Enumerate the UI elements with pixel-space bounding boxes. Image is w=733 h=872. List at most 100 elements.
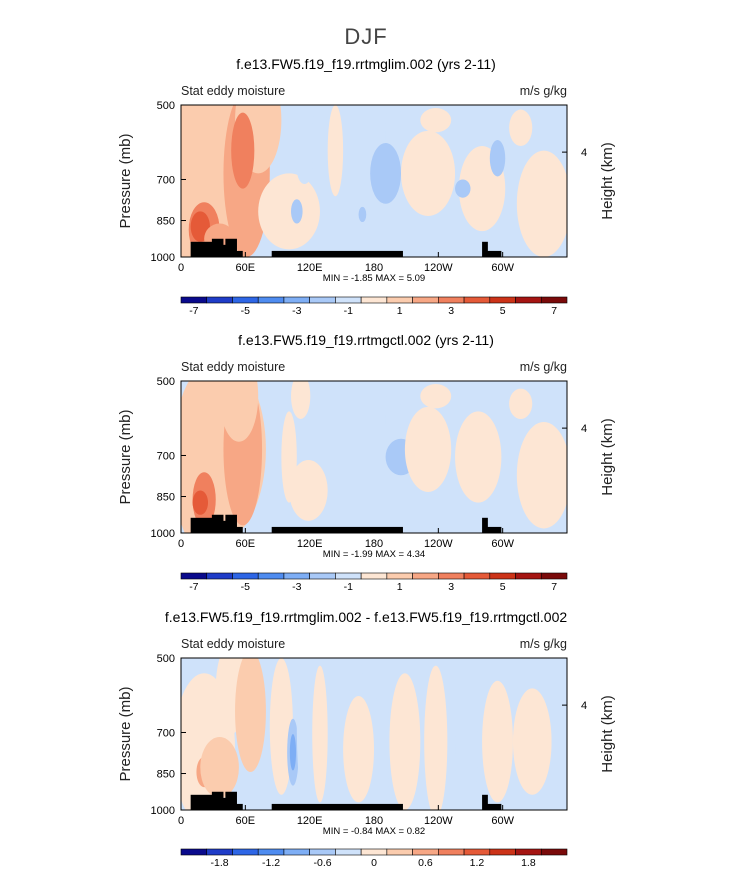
- y-tick-label-3: 1000: [151, 805, 175, 817]
- topography-8: [482, 241, 488, 257]
- x-tick-label-1: 60E: [236, 538, 256, 550]
- contour-fill-22: [296, 153, 313, 185]
- colorbar-swatch-2: [232, 848, 259, 856]
- left-label: Stat eddy moisture: [181, 360, 285, 374]
- colorbar-swatch-0: [180, 848, 208, 856]
- x-tick-label-3: 180: [365, 262, 383, 274]
- colorbar-swatch-3: [257, 572, 285, 580]
- contour-fill-10: [404, 406, 452, 492]
- contour-fill-17: [420, 108, 452, 133]
- panels: f.e13.FW5.f19_f19.rrtmglim.002 (yrs 2-11…: [117, 56, 616, 869]
- y-tick-label-0: 500: [157, 376, 175, 388]
- colorbar-label-3: 0: [371, 857, 377, 869]
- colorbar-label-0: -7: [189, 581, 198, 593]
- contour-fill-13: [424, 665, 448, 810]
- contour-fill-12: [420, 384, 452, 409]
- colorbar-swatch-1: [206, 848, 233, 856]
- colorbar-label-0: -7: [189, 305, 198, 317]
- colorbar-swatch-9: [412, 572, 439, 580]
- contour-fill-20: [489, 139, 506, 177]
- panel-title: f.e13.FW5.f19_f19.rrtmglim.002 (yrs 2-11…: [236, 56, 496, 72]
- x-tick-label-2: 120E: [297, 538, 323, 550]
- colorbar-swatch-13: [515, 848, 542, 856]
- topography-5: [225, 514, 237, 533]
- y-tick-label-0: 500: [157, 653, 175, 665]
- y-right-axis-title: Height (km): [599, 418, 616, 496]
- contour-fill-11: [374, 680, 390, 810]
- contour-fill-19: [516, 150, 567, 257]
- x-tick-label-2: 120E: [297, 262, 323, 274]
- colorbar-swatch-7: [360, 848, 388, 856]
- colorbar-swatch-1: [206, 572, 233, 580]
- contour-fill-18: [509, 109, 533, 147]
- y-tick-label-1: 700: [157, 450, 175, 462]
- contour-fill-15: [482, 680, 513, 803]
- y-axis-title: Pressure (mb): [117, 409, 134, 504]
- min-max-stats: MIN = -1.99 MAX = 4.34: [323, 549, 425, 560]
- panel-title: f.e13.FW5.f19_f19.rrtmglim.002 - f.e13.F…: [165, 609, 567, 625]
- contour-fill-13: [509, 388, 533, 419]
- contour-fill-8: [296, 658, 313, 803]
- y-right-tick-label-0: 4: [581, 423, 587, 435]
- topography-7: [271, 250, 403, 257]
- colorbar-swatch-12: [489, 572, 516, 580]
- x-tick-label-5: 60W: [491, 538, 514, 550]
- x-tick-label-0: 0: [178, 262, 184, 274]
- colorbar-swatch-12: [489, 296, 516, 304]
- x-tick-label-2: 120E: [297, 815, 323, 827]
- contour-fill-16: [512, 688, 552, 795]
- contour-fill-5: [219, 381, 259, 442]
- colorbar-label-4: 1: [397, 581, 403, 593]
- contour-fill-4: [192, 490, 209, 515]
- contour-fill-7: [258, 173, 320, 250]
- colorbar-swatch-8: [386, 296, 413, 304]
- colorbar-swatch-3: [257, 848, 285, 856]
- colorbar-swatch-2: [232, 296, 259, 304]
- colorbar-swatch-5: [309, 296, 336, 304]
- colorbar-swatch-13: [515, 572, 542, 580]
- colorbar-swatch-9: [412, 296, 439, 304]
- colorbar-label-4: 0.6: [418, 857, 433, 869]
- contour-fill-10: [343, 696, 374, 803]
- contour-fill-14: [358, 206, 367, 223]
- y-tick-label-3: 1000: [151, 528, 175, 540]
- colorbar-swatch-14: [540, 296, 568, 304]
- y-tick-label-2: 850: [157, 769, 175, 781]
- panel-3: f.e13.FW5.f19_f19.rrtmglim.002 - f.e13.F…: [117, 609, 616, 869]
- y-tick-label-1: 700: [157, 174, 175, 186]
- colorbar-swatch-0: [180, 572, 208, 580]
- y-tick-label-0: 500: [157, 100, 175, 112]
- colorbar-label-5: 1.2: [470, 857, 485, 869]
- colorbar-swatch-14: [540, 572, 568, 580]
- y-axis-title: Pressure (mb): [117, 133, 134, 228]
- colorbar-swatch-14: [540, 848, 568, 856]
- left-label: Stat eddy moisture: [181, 84, 285, 98]
- colorbar-label-3: -1: [344, 581, 353, 593]
- contour-fill-12: [370, 143, 402, 204]
- contour-fill-9: [312, 665, 328, 803]
- topography-5: [225, 791, 237, 810]
- colorbar-swatch-9: [412, 848, 439, 856]
- colorbar-swatch-6: [335, 572, 362, 580]
- x-tick-label-0: 0: [178, 538, 184, 550]
- colorbar-label-6: 5: [500, 305, 506, 317]
- panel-title: f.e13.FW5.f19_f19.rrtmgctl.002 (yrs 2-11…: [238, 332, 494, 348]
- y-right-axis-title: Height (km): [599, 695, 616, 773]
- contour-fill-13: [291, 199, 303, 224]
- colorbar-swatch-8: [386, 572, 413, 580]
- y-right-tick-label-0: 4: [581, 147, 587, 159]
- y-tick-label-2: 850: [157, 492, 175, 504]
- colorbar-label-0: -1.8: [211, 857, 229, 869]
- colorbar-swatch-6: [335, 848, 362, 856]
- colorbar-swatch-0: [180, 296, 208, 304]
- colorbar-label-5: 3: [448, 581, 454, 593]
- contour-fill-11: [455, 411, 502, 503]
- plot-area: [181, 658, 567, 810]
- y-right-tick-label-0: 4: [581, 700, 587, 712]
- colorbar-swatch-11: [463, 572, 491, 580]
- colorbar-swatch-10: [438, 572, 465, 580]
- colorbar-swatch-4: [283, 296, 310, 304]
- colorbar-label-4: 1: [397, 305, 403, 317]
- x-tick-label-1: 60E: [236, 262, 256, 274]
- contour-fill-21: [455, 179, 471, 198]
